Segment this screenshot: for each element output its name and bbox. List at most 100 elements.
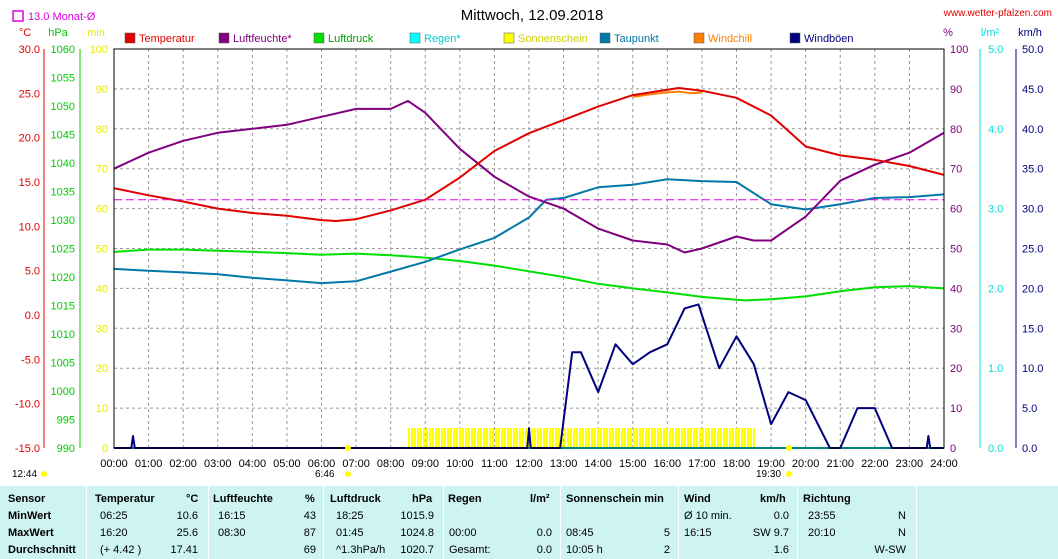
sunshine-bar <box>413 428 416 448</box>
x-tick-label: 09:00 <box>411 458 439 470</box>
sunshine-bar <box>470 428 473 448</box>
x-tick-label: 14:00 <box>584 458 612 470</box>
stat-wind-val: 0.0 <box>773 510 789 522</box>
legend-item: Windböen <box>804 33 854 45</box>
sunshine-bar <box>512 428 515 448</box>
header-luftfeuchte: Luftfeuchte <box>213 493 273 505</box>
temperature-axis-tick: 30.0 <box>19 44 40 56</box>
weather-chart: 00:00 01:00 02:00 03:00 04:00 05:00 06:00 07:00… <box>12 7 1052 480</box>
x-tick-label: 21:00 <box>826 458 854 470</box>
legend-swatch <box>313 32 325 44</box>
stat-ri-val: N <box>898 527 906 539</box>
header-wind-unit: km/h <box>760 493 786 505</box>
sunshine-bar <box>719 428 722 448</box>
header-luftdruck: Luftdruck <box>330 493 381 505</box>
temperature-axis-tick: 15.0 <box>19 177 40 189</box>
sunshine-bar <box>599 428 602 448</box>
series-windchill-line <box>632 90 702 98</box>
sunshine-bar <box>728 428 731 448</box>
sunshine-bar <box>632 428 635 448</box>
sunshine-bar <box>581 428 584 448</box>
stat-sonne-time: 08:45 <box>566 527 594 539</box>
sunshine-bar <box>710 428 713 448</box>
stat-temp-val: 25.6 <box>176 527 198 539</box>
rain-axis-tick: 3.0 <box>988 204 1003 216</box>
x-tick-label: 19:00 <box>757 458 785 470</box>
stat-temp-val: 10.6 <box>176 510 198 522</box>
sunshine-bar <box>671 428 674 448</box>
sunshine-bar <box>488 428 491 448</box>
axes-text: 00:00 01:00 02:00 03:00 04:00 05:00 06:00 07:00… <box>15 27 1044 470</box>
sunshine-bar <box>548 428 551 448</box>
sunshine-bar <box>734 428 737 448</box>
legend-item: Windchill <box>708 33 752 45</box>
header-sonnenschein: Sonnenschein min <box>566 493 664 505</box>
series-taupunkt-line <box>113 178 945 285</box>
legend-swatch <box>789 32 801 44</box>
sunshine-bar <box>611 428 614 448</box>
pressure-axis-tick: 1035 <box>51 187 75 199</box>
sunshine-bar <box>587 428 590 448</box>
sunshine-bar <box>659 428 662 448</box>
sunshine-bar <box>491 428 494 448</box>
stat-regen-val: 0.0 <box>536 544 552 556</box>
sunshine-bar <box>617 428 620 448</box>
pressure-axis-tick: 1050 <box>51 101 75 113</box>
legend-item: Luftdruck <box>328 33 374 45</box>
humidity-axis-tick: 0 <box>950 443 956 455</box>
sunshine-bar <box>476 428 479 448</box>
sunshine-bar <box>410 428 413 448</box>
series-temperatur-line <box>113 87 945 222</box>
stat-lf-val: 87 <box>303 527 316 539</box>
sunshine-bar <box>494 428 497 448</box>
sunshine-bar <box>647 428 650 448</box>
header-temp-unit: °C <box>186 493 199 505</box>
sunshine-bar <box>593 428 596 448</box>
wind-axis-tick: 35.0 <box>1022 164 1043 176</box>
legend-item: Taupunkt <box>614 33 659 45</box>
sunshine-bar <box>650 428 653 448</box>
legend-swatch <box>599 32 611 44</box>
stat-ri-val: W-SW <box>874 544 906 556</box>
sunshine-bar <box>506 428 509 448</box>
pressure-axis-tick: 1030 <box>51 215 75 227</box>
sunset-icon <box>786 471 792 477</box>
website-link[interactable]: www.wetter-pfalzen.com <box>943 8 1052 19</box>
header-richtung: Richtung <box>803 493 851 505</box>
pressure-axis-tick: 1045 <box>51 130 75 142</box>
sunshine-bar <box>533 428 536 448</box>
sunshine-bar <box>446 428 449 448</box>
sunshine-bar <box>557 428 560 448</box>
sunshine-bar <box>683 428 686 448</box>
wind-axis-tick: 0.0 <box>1022 443 1037 455</box>
stat-wind-val: 1.6 <box>773 544 789 556</box>
sunshine-bar <box>713 428 716 448</box>
stat-regen-time: 00:00 <box>449 527 477 539</box>
stat-ld-time: 18:25 <box>336 510 364 522</box>
sunshine-bar <box>740 428 743 448</box>
sunshine-bar <box>545 428 548 448</box>
x-tick-label: 10:00 <box>446 458 474 470</box>
sunshine-axis-tick: 40 <box>96 283 108 295</box>
humidity-axis-tick: 90 <box>950 84 962 96</box>
sunshine-bar <box>524 428 527 448</box>
sunshine-bar <box>497 428 500 448</box>
stat-sonne-val: 5 <box>663 527 670 539</box>
humidity-axis-tick: 70 <box>950 164 962 176</box>
x-tick-label: 06:00 <box>308 458 336 470</box>
pressure-axis-tick: 1015 <box>51 301 75 313</box>
sunshine-bar <box>746 428 749 448</box>
stat-wind-label: 16:15 <box>684 527 712 539</box>
legend-item: Luftfeuchte* <box>233 33 292 45</box>
header-wind: Wind <box>684 493 711 505</box>
sunshine-bar <box>419 428 422 448</box>
legend-swatch <box>218 32 230 44</box>
sunshine-bar <box>437 428 440 448</box>
wind-axis-unit: km/h <box>1018 27 1042 39</box>
sunshine-axis-tick: 50 <box>96 244 108 256</box>
sunshine-bar <box>530 428 533 448</box>
stat-ld-time: 01:45 <box>336 527 364 539</box>
sunshine-bar <box>596 428 599 448</box>
x-tick-label: 23:00 <box>896 458 924 470</box>
humidity-axis-tick: 60 <box>950 204 962 216</box>
